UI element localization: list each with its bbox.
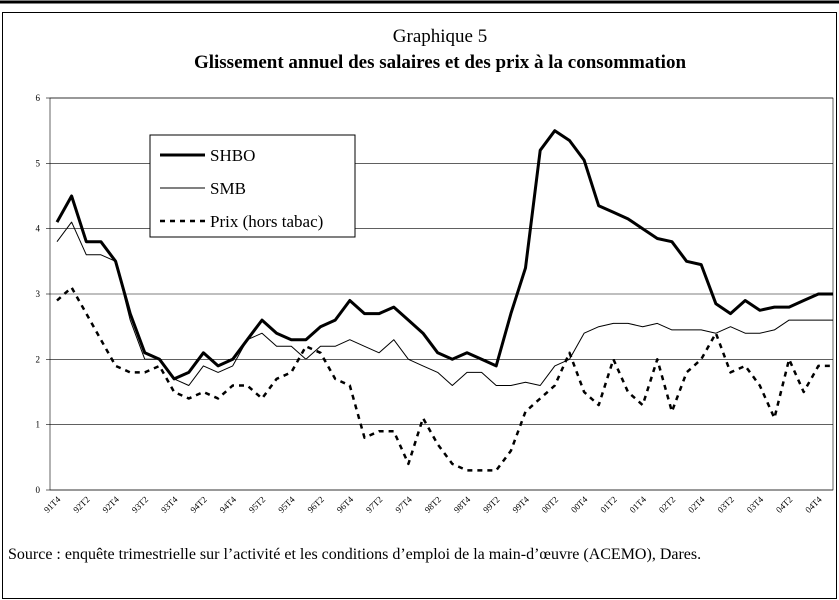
- y-tick-label: 2: [36, 354, 41, 364]
- x-tick-label: 02T2: [657, 494, 678, 515]
- x-tick-label: 03T2: [715, 494, 736, 515]
- frame: [2, 12, 837, 599]
- y-tick-label: 6: [36, 93, 41, 103]
- x-tick-label: 94T4: [218, 494, 239, 515]
- x-tick-label: 02T4: [686, 494, 707, 515]
- source-note: Source : enquête trimestrielle sur l’act…: [8, 546, 702, 563]
- y-tick-label: 0: [36, 485, 41, 495]
- x-tick-label: 96T4: [335, 494, 356, 515]
- x-tick-label: 94T2: [188, 494, 209, 515]
- x-tick-label: 98T2: [423, 494, 444, 515]
- series-line: [55, 129, 833, 381]
- x-tick-label: 95T2: [247, 494, 268, 515]
- x-tick-label: 95T4: [276, 494, 297, 515]
- x-tick-label: 98T4: [452, 494, 473, 515]
- y-tick-label: 1: [36, 420, 41, 430]
- x-tick-label: 96T2: [305, 494, 326, 515]
- y-tick-label: 5: [36, 158, 41, 168]
- x-tick-label: 97T4: [393, 494, 414, 515]
- legend-label: Prix (hors tabac): [210, 212, 323, 231]
- x-tick-label: 01T4: [628, 494, 649, 515]
- x-tick-label: 92T2: [71, 494, 92, 515]
- y-tick-label: 4: [36, 224, 41, 234]
- x-tick-label: 93T4: [159, 494, 180, 515]
- x-tick-label: 04T4: [803, 494, 824, 515]
- x-tick-label: 92T4: [100, 494, 121, 515]
- x-tick-label: 99T2: [481, 494, 502, 515]
- series-line: [56, 286, 833, 472]
- legend-label: SMB: [210, 179, 246, 198]
- x-tick-label: 99T4: [510, 494, 531, 515]
- x-tick-label: 03T4: [745, 494, 766, 515]
- legend: SHBO SMB Prix (hors tabac): [149, 134, 356, 238]
- y-tick-label: 3: [36, 289, 41, 299]
- x-tick-label: 97T2: [364, 494, 385, 515]
- x-tick-label: 04T2: [774, 494, 795, 515]
- x-tick-label: 01T2: [598, 494, 619, 515]
- series-line: [56, 221, 833, 386]
- chart-title: Graphique 5: [393, 26, 487, 47]
- x-tick-label: 00T4: [569, 494, 590, 515]
- x-tick-label: 91T4: [42, 494, 63, 515]
- chart-subtitle: Glissement annuel des salaires et des pr…: [194, 52, 687, 73]
- legend-label: SHBO: [210, 146, 255, 165]
- x-tick-label: 00T2: [540, 494, 561, 515]
- x-tick-label: 93T2: [130, 494, 151, 515]
